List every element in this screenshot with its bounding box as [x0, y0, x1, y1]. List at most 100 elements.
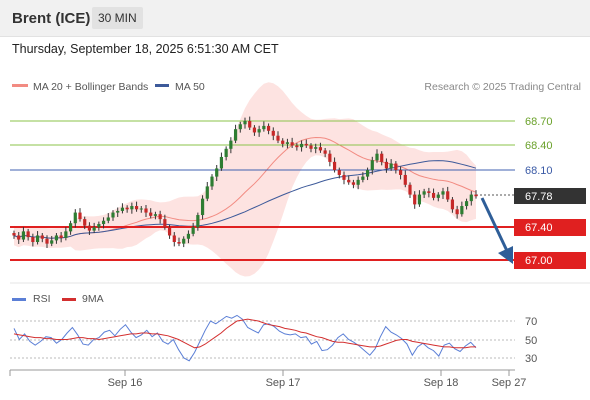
- candle-body: [431, 192, 436, 198]
- candle-body: [139, 208, 143, 210]
- candle-body: [97, 224, 101, 228]
- candle-body: [243, 121, 247, 125]
- candle-body: [389, 163, 393, 169]
- candle-body: [380, 153, 384, 162]
- candle-body: [59, 235, 63, 238]
- rsi-ma-line: [13, 318, 476, 349]
- candle-body: [266, 125, 271, 131]
- rsi-tick-30: 30: [525, 353, 537, 365]
- x-label-sep27: Sep 27: [492, 377, 527, 389]
- candle-body: [257, 129, 261, 133]
- x-label-sep18: Sep 18: [424, 377, 459, 389]
- candle-body: [229, 140, 233, 149]
- candle-body: [375, 153, 379, 161]
- candlestick-series: [12, 116, 478, 249]
- candle-body: [106, 217, 110, 221]
- candle-body: [422, 191, 426, 195]
- candle-body: [318, 147, 323, 151]
- candle-body: [144, 208, 148, 213]
- candle-body: [446, 191, 450, 200]
- candle-body: [12, 233, 16, 236]
- ma20-legend-label: MA 20 + Bollinger Bands: [33, 81, 148, 93]
- candle-body: [182, 238, 186, 244]
- ma50-legend-label: MA 50: [175, 81, 205, 93]
- candle-body: [186, 233, 191, 239]
- candle-body: [92, 227, 96, 231]
- last-price-label: 67.78: [525, 191, 553, 203]
- candle-body: [337, 170, 341, 175]
- candle-body: [464, 201, 469, 207]
- rsi-ma-legend-label: 9MA: [82, 293, 104, 305]
- candle-body: [342, 174, 346, 180]
- projection-arrow-shaft: [480, 197, 510, 254]
- candle-body: [177, 242, 181, 244]
- rsi-tick-50: 50: [525, 335, 537, 347]
- candle-body: [134, 206, 139, 210]
- candle-body: [54, 235, 59, 241]
- rsi-line: [13, 314, 477, 362]
- candle-body: [26, 231, 30, 238]
- rsi-ma-legend-swatch: [62, 298, 76, 301]
- candle-body: [64, 231, 68, 238]
- candle-body: [370, 160, 374, 171]
- candle-body: [262, 125, 266, 130]
- candle-body: [68, 223, 73, 232]
- projection-arrow-head: [498, 246, 513, 264]
- level-68-40: 68.40: [10, 140, 553, 152]
- candle-body: [351, 182, 356, 185]
- candle-body: [78, 212, 82, 220]
- timeframe-badge[interactable]: 30 MIN: [92, 7, 143, 29]
- candle-body: [153, 214, 158, 216]
- candle-body: [205, 186, 209, 199]
- candle-body: [35, 235, 40, 243]
- level-label-67-40: 67.40: [525, 222, 553, 234]
- rsi-legend-swatch: [12, 298, 26, 301]
- rsi-tick-70: 70: [525, 316, 537, 328]
- candle-body: [384, 161, 389, 169]
- candle-body: [394, 163, 398, 171]
- x-label-sep16: Sep 16: [108, 377, 143, 389]
- ma50-legend-swatch: [155, 84, 169, 87]
- candle-body: [21, 231, 26, 240]
- candle-body: [281, 140, 285, 144]
- candle-body: [50, 240, 54, 244]
- level-tag-67-00: [514, 252, 586, 269]
- candle-body: [210, 176, 214, 187]
- level-68-70: 68.70: [10, 116, 553, 128]
- candle-body: [167, 227, 172, 236]
- level-label-68-40: 68.40: [525, 140, 553, 152]
- candle-body: [248, 121, 252, 128]
- candle-body: [365, 170, 370, 177]
- instrument-title: Brent (ICE): [12, 10, 91, 27]
- candle-body: [17, 235, 21, 240]
- candle-body: [328, 153, 332, 162]
- candle-body: [191, 227, 195, 234]
- candle-body: [450, 199, 455, 210]
- candle-body: [219, 156, 224, 169]
- candle-body: [299, 143, 304, 148]
- candle-body: [200, 198, 205, 216]
- candle-body: [163, 219, 167, 228]
- last-price-marker: 67.78: [476, 188, 586, 204]
- candle-body: [332, 161, 337, 171]
- candle-body: [87, 225, 92, 231]
- candle-body: [101, 220, 106, 225]
- candle-body: [125, 207, 129, 210]
- candle-body: [45, 238, 49, 244]
- candle-body: [455, 209, 459, 215]
- candle-body: [356, 179, 360, 185]
- candle-body: [252, 127, 257, 133]
- candle-body: [158, 214, 162, 220]
- candle-body: [224, 148, 228, 157]
- candle-body: [403, 174, 407, 185]
- candle-body: [441, 191, 445, 195]
- candle-body: [40, 235, 44, 239]
- level-label-67-00: 67.00: [525, 255, 553, 267]
- report-timestamp: Thursday, September 18, 2025 6:51:30 AM …: [12, 42, 279, 56]
- candle-body: [116, 210, 120, 213]
- level-tag-67-40: [514, 219, 586, 236]
- candle-body: [172, 235, 176, 243]
- candle-body: [83, 219, 87, 226]
- ma50-line: [13, 160, 477, 239]
